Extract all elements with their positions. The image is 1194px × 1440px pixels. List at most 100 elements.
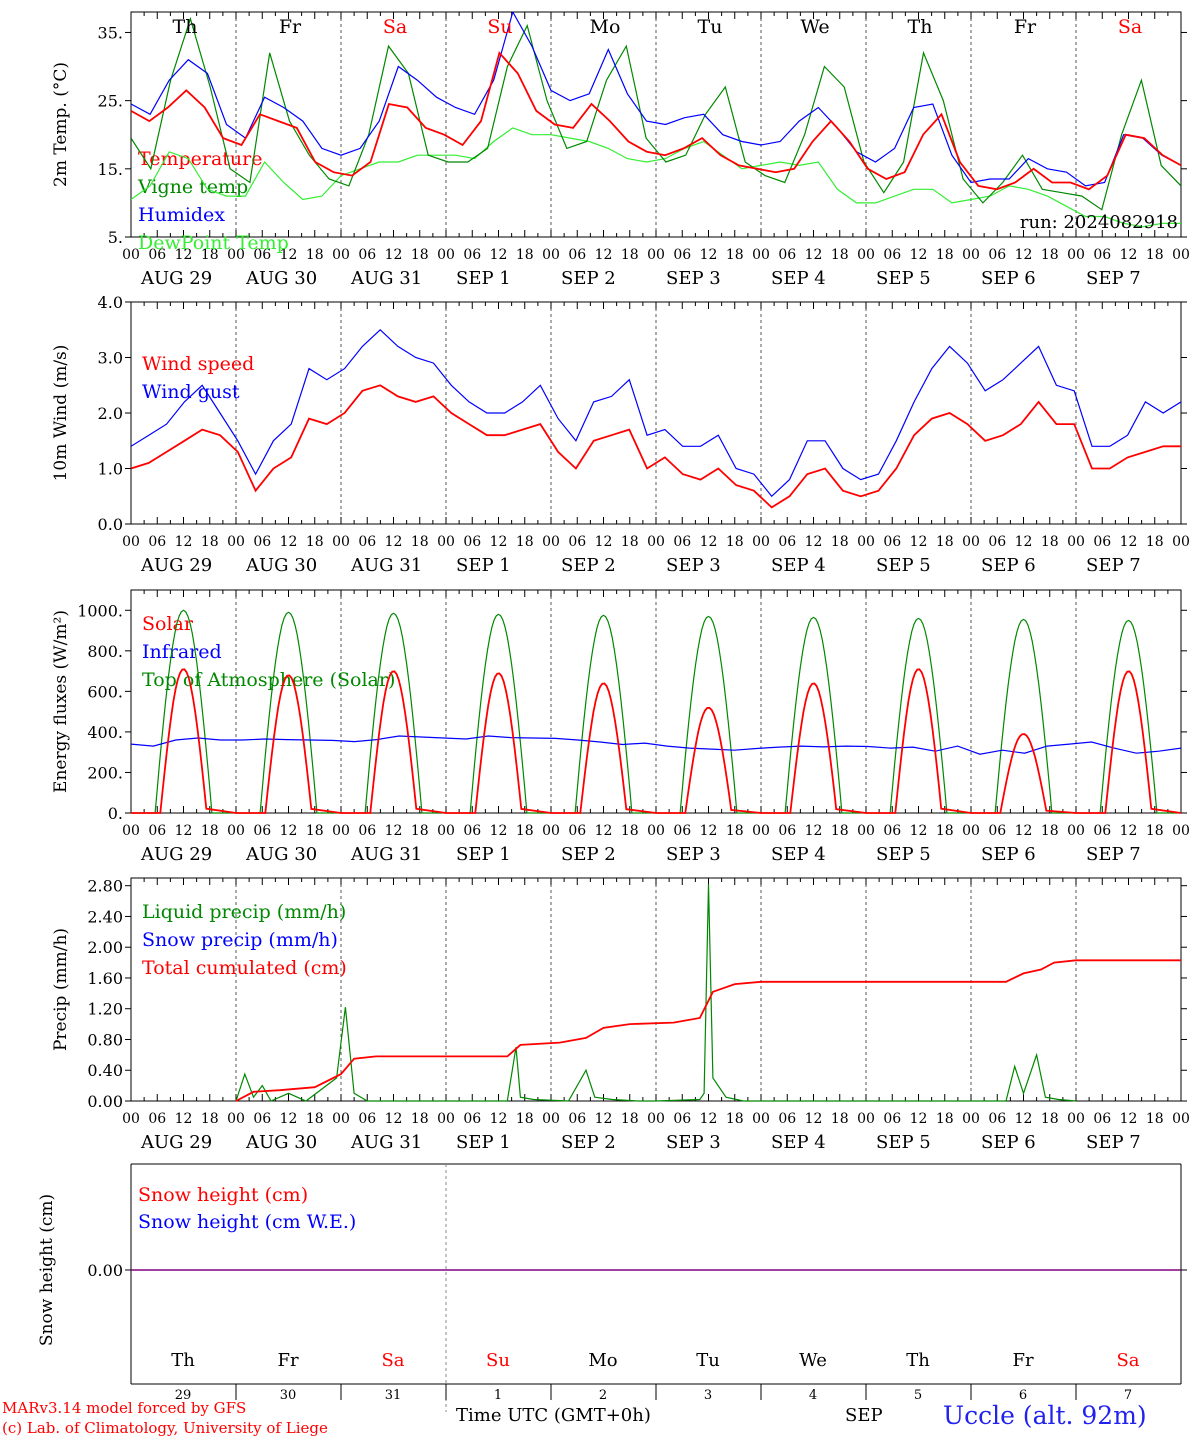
x-hour-label: 06: [568, 247, 586, 263]
x-hour-label: 18: [621, 534, 639, 550]
x-hour-label: 00: [1067, 534, 1085, 550]
y-tick-label: 0.00: [87, 1092, 123, 1111]
day-number: 2: [599, 1388, 607, 1403]
month-label: SEP: [845, 1405, 883, 1426]
x-hour-label: 18: [831, 823, 849, 839]
x-hour-label: 06: [883, 534, 901, 550]
y-tick-label: 600.: [87, 682, 123, 701]
x-hour-label: 00: [437, 823, 455, 839]
legend-entry: DewPoint Temp: [138, 232, 289, 254]
y-tick-label: 2.00: [87, 938, 123, 957]
y-tick-label: 1.20: [87, 1000, 123, 1019]
legend-entry: Snow height (cm W.E.): [138, 1211, 356, 1233]
x-hour-label: 06: [778, 534, 796, 550]
series-solar: [131, 668, 1182, 814]
legend-entry: Infrared: [142, 641, 222, 663]
day-name: Fr: [1014, 16, 1037, 38]
time-axis-label: Time UTC (GMT+0h): [456, 1405, 651, 1426]
day-number: 4: [809, 1388, 817, 1403]
legend-entry: Top of Atmosphere (Solar): [142, 669, 395, 691]
y-tick-label: 3.0: [98, 349, 123, 368]
y-tick-label: 1.0: [98, 460, 123, 479]
y-tick-label: 2.40: [87, 907, 123, 926]
x-hour-label: 00: [227, 1111, 245, 1127]
x-hour-label: 00: [962, 823, 980, 839]
x-hour-label: 00: [122, 534, 140, 550]
x-hour-label: 00: [752, 823, 770, 839]
series-humidex: [131, 12, 1181, 187]
x-hour-label: 18: [1146, 247, 1164, 263]
x-hour-label: 06: [253, 1111, 271, 1127]
x-hour-label: 12: [805, 534, 823, 550]
x-hour-label: 18: [201, 534, 219, 550]
x-hour-label: 06: [358, 247, 376, 263]
x-hour-label: 18: [726, 247, 744, 263]
x-hour-label: 18: [1146, 823, 1164, 839]
y-tick-label: 0.40: [87, 1061, 123, 1080]
x-hour-label: 12: [1120, 534, 1138, 550]
x-hour-label: 00: [437, 247, 455, 263]
x-hour-label: 00: [857, 534, 875, 550]
x-hour-label: 00: [1067, 823, 1085, 839]
y-tick-label: 1.60: [87, 969, 123, 988]
x-date-label: SEP 5: [876, 555, 931, 576]
series-wind-gust: [131, 328, 1181, 498]
x-hour-label: 06: [778, 1111, 796, 1127]
x-hour-label: 06: [463, 1111, 481, 1127]
x-hour-label: 06: [673, 534, 691, 550]
x-date-label: AUG 31: [350, 268, 422, 289]
legend-entry: Wind speed: [142, 353, 254, 375]
x-hour-label: 18: [201, 823, 219, 839]
x-hour-label: 06: [568, 1111, 586, 1127]
x-hour-label: 00: [542, 247, 560, 263]
day-name: Fr: [279, 16, 302, 38]
x-hour-label: 00: [332, 247, 350, 263]
day-number: 6: [1019, 1388, 1027, 1403]
x-date-label: SEP 3: [666, 1132, 721, 1153]
x-date-label: AUG 29: [140, 844, 212, 865]
x-hour-label: 00: [752, 534, 770, 550]
x-hour-label: 00: [1172, 247, 1190, 263]
x-date-label: SEP 6: [981, 555, 1036, 576]
x-date-label: SEP 7: [1086, 268, 1141, 289]
x-hour-label: 00: [122, 1111, 140, 1127]
x-hour-label: 12: [700, 534, 718, 550]
x-hour-label: 18: [411, 1111, 429, 1127]
x-hour-label: 00: [227, 247, 245, 263]
legend-entry: Snow precip (mm/h): [142, 929, 338, 951]
x-hour-label: 18: [831, 247, 849, 263]
x-hour-label: 18: [516, 823, 534, 839]
x-hour-label: 00: [647, 1111, 665, 1127]
model-credit: MARv3.14 model forced by GFS: [2, 1399, 247, 1417]
y-tick-label: 2.80: [87, 877, 123, 896]
x-date-label: AUG 31: [350, 1132, 422, 1153]
x-date-label: SEP 6: [981, 844, 1036, 865]
legend-entry: Vigne temp: [137, 176, 248, 198]
legend-entry: Humidex: [138, 204, 225, 226]
x-hour-label: 12: [910, 247, 928, 263]
legend-entry: Total cumulated (cm): [142, 957, 347, 979]
x-date-label: SEP 7: [1086, 844, 1141, 865]
y-tick-label: 200.: [87, 763, 123, 782]
x-hour-label: 12: [175, 823, 193, 839]
x-hour-label: 00: [1067, 247, 1085, 263]
day-name: Th: [171, 1350, 195, 1371]
x-hour-label: 12: [910, 1111, 928, 1127]
day-name: Sa: [1116, 1350, 1139, 1371]
x-hour-label: 06: [988, 534, 1006, 550]
y-tick-label: 25.: [98, 92, 123, 111]
x-hour-label: 18: [306, 1111, 324, 1127]
series-temperature: [131, 51, 1181, 191]
x-hour-label: 18: [621, 247, 639, 263]
x-hour-label: 06: [1093, 1111, 1111, 1127]
x-hour-label: 06: [253, 247, 271, 263]
run-label: run: 2024082918: [1020, 212, 1178, 233]
x-hour-label: 18: [1041, 1111, 1059, 1127]
x-hour-label: 18: [306, 534, 324, 550]
y-tick-label: 15.: [98, 160, 123, 179]
legend-entry: Snow height (cm): [138, 1184, 308, 1206]
x-date-label: AUG 30: [245, 268, 317, 289]
x-date-label: AUG 29: [140, 1132, 212, 1153]
x-date-label: SEP 4: [771, 555, 826, 576]
